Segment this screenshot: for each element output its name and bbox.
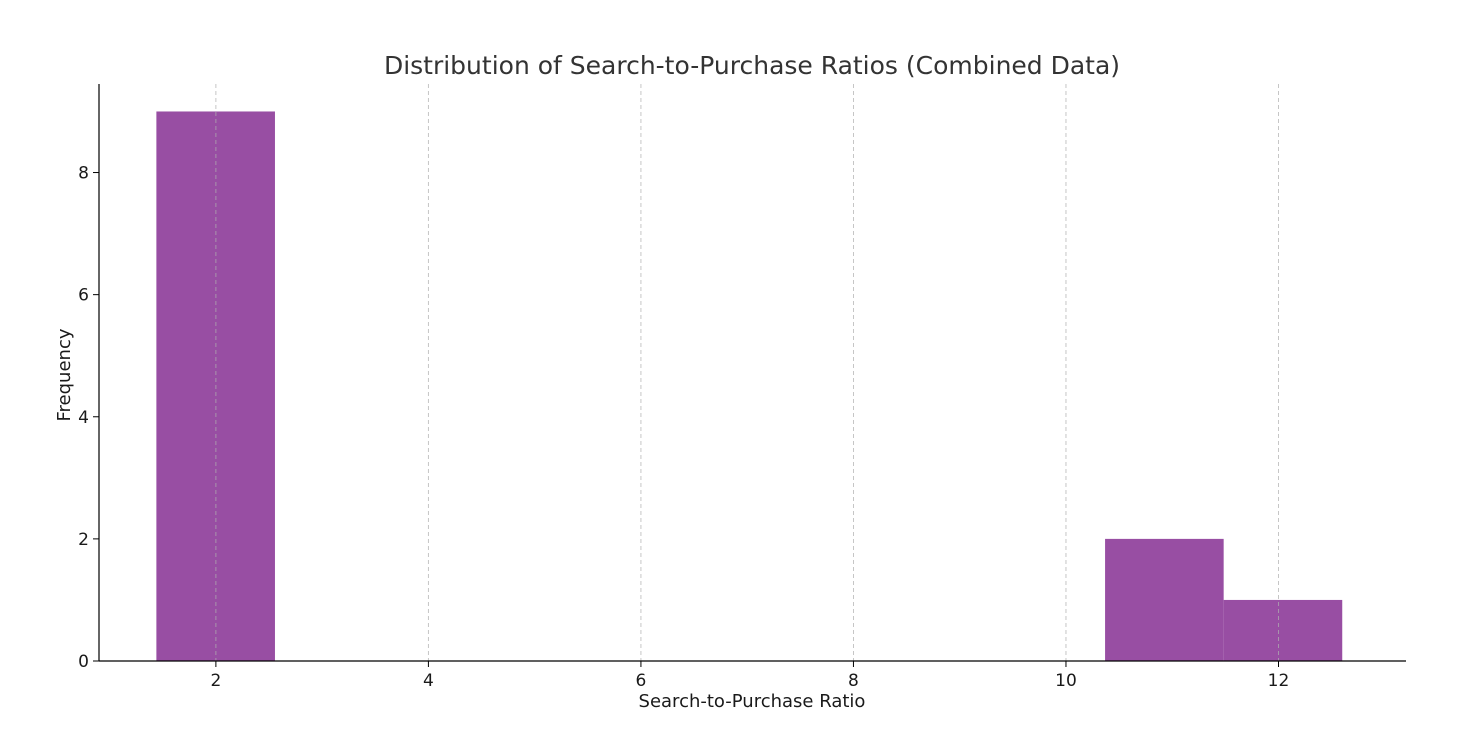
y-tick-label-6: 6: [78, 286, 89, 306]
x-tick-label-10: 10: [1055, 671, 1077, 691]
x-axis-label: Search-to-Purchase Ratio: [639, 691, 866, 712]
y-tick-label-4: 4: [78, 408, 89, 428]
x-tick-label-2: 2: [210, 671, 221, 691]
histogram-bars: [156, 111, 1343, 661]
x-tick-label-4: 4: [423, 671, 434, 691]
y-tick-label-0: 0: [78, 652, 89, 672]
y-axis-ticks: 0 2 4 6 8: [78, 164, 99, 672]
axes: [98, 84, 1406, 662]
histogram-bar-9: [1105, 538, 1224, 661]
x-tick-label-12: 12: [1268, 671, 1290, 691]
x-axis-ticks: 2 4 6 8 10 12: [210, 661, 1289, 691]
y-axis-label: Frequency: [54, 328, 75, 421]
histogram-bar-10: [1223, 599, 1343, 661]
x-tick-label-6: 6: [636, 671, 647, 691]
y-tick-label-8: 8: [78, 164, 89, 184]
gridlines: [215, 84, 1279, 661]
chart-title: Distribution of Search-to-Purchase Ratio…: [384, 51, 1120, 80]
y-tick-label-2: 2: [78, 530, 89, 550]
x-tick-label-8: 8: [848, 671, 859, 691]
